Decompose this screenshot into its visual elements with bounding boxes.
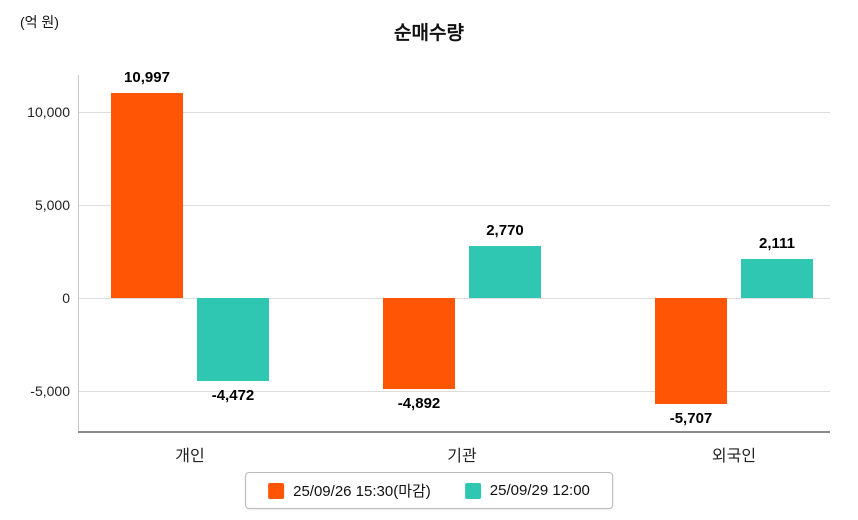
bar: [383, 298, 455, 389]
bar-value-label: -4,472: [211, 387, 255, 405]
y-tick-label: 0: [62, 290, 70, 306]
category-label: 기관: [447, 448, 477, 465]
legend-swatch: [268, 482, 285, 499]
bar-value-label: 2,111: [759, 234, 795, 252]
chart-title: 순매수량: [394, 23, 464, 44]
bar-value-label: 10,997: [124, 69, 170, 87]
gridline: [78, 205, 830, 206]
y-tick-label: 10,000: [27, 104, 70, 120]
y-tick-label: 5,000: [34, 197, 70, 213]
bar: [741, 258, 813, 298]
bar: [111, 93, 183, 298]
y-axis-line: [78, 75, 79, 431]
bar: [197, 298, 269, 382]
x-axis-line: [78, 431, 830, 433]
bar-value-label: -5,707: [669, 410, 713, 428]
category-label: 외국인: [711, 448, 757, 465]
bar-value-label: 2,770: [486, 222, 524, 240]
bar-value-label: -4,892: [397, 394, 441, 412]
bar: [655, 298, 727, 405]
legend-label: 25/09/26 15:30(마감): [293, 483, 431, 500]
bar: [469, 246, 541, 298]
category-label: 개인: [175, 448, 205, 465]
legend-item: 25/09/29 12:00: [464, 482, 590, 499]
gridline: [78, 391, 830, 392]
legend-swatch: [464, 482, 481, 499]
legend: 25/09/26 15:30(마감) 25/09/29 12:00: [245, 472, 613, 509]
legend-item: 25/09/26 15:30(마감): [268, 480, 431, 501]
gridline: [78, 112, 830, 113]
y-axis-unit-label: (억 원): [20, 14, 59, 30]
y-tick-label: -5,000: [30, 383, 70, 399]
legend-label: 25/09/29 12:00: [489, 482, 590, 499]
